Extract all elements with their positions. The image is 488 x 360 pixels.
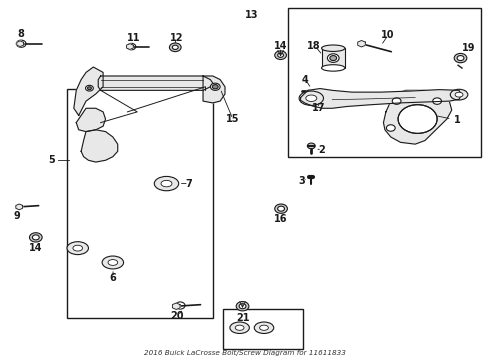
Polygon shape xyxy=(98,76,212,90)
Ellipse shape xyxy=(67,242,88,255)
Circle shape xyxy=(391,98,400,104)
Polygon shape xyxy=(300,89,461,108)
Polygon shape xyxy=(76,108,105,132)
Text: 12: 12 xyxy=(169,33,183,43)
Ellipse shape xyxy=(108,260,118,265)
Ellipse shape xyxy=(254,322,273,333)
Text: 9: 9 xyxy=(13,211,20,221)
Text: 11: 11 xyxy=(127,33,140,43)
Polygon shape xyxy=(357,41,365,47)
Text: 18: 18 xyxy=(307,41,321,50)
Circle shape xyxy=(277,53,283,57)
Circle shape xyxy=(329,55,336,60)
Polygon shape xyxy=(16,204,22,210)
Text: 17: 17 xyxy=(311,103,325,113)
Circle shape xyxy=(386,125,394,131)
Circle shape xyxy=(239,304,245,309)
Text: 8: 8 xyxy=(18,30,24,39)
Circle shape xyxy=(29,233,42,242)
Ellipse shape xyxy=(299,91,323,105)
Ellipse shape xyxy=(235,325,244,330)
Text: 14: 14 xyxy=(29,243,42,253)
Text: 10: 10 xyxy=(380,31,393,40)
Circle shape xyxy=(453,53,466,63)
Text: 14: 14 xyxy=(273,41,287,50)
Polygon shape xyxy=(126,44,133,49)
Text: 2016 Buick LaCrosse Bolt/Screw Diagram for 11611833: 2016 Buick LaCrosse Bolt/Screw Diagram f… xyxy=(143,350,345,356)
Circle shape xyxy=(236,302,248,311)
Text: 2: 2 xyxy=(318,145,324,155)
Bar xyxy=(321,48,344,68)
Text: 16: 16 xyxy=(274,214,287,224)
Text: 13: 13 xyxy=(244,10,258,20)
Circle shape xyxy=(397,105,436,134)
Polygon shape xyxy=(172,303,180,310)
Ellipse shape xyxy=(259,325,268,330)
Text: 5: 5 xyxy=(48,155,55,165)
Text: 4: 4 xyxy=(301,75,308,85)
Bar xyxy=(222,309,303,348)
Circle shape xyxy=(277,206,284,211)
Polygon shape xyxy=(17,41,23,46)
Circle shape xyxy=(172,45,178,49)
Circle shape xyxy=(274,204,287,213)
Ellipse shape xyxy=(321,65,344,71)
Polygon shape xyxy=(383,90,451,144)
Ellipse shape xyxy=(73,245,82,251)
Text: 6: 6 xyxy=(109,273,116,283)
Bar xyxy=(288,8,480,157)
Text: 20: 20 xyxy=(170,311,183,320)
Text: 7: 7 xyxy=(184,179,191,189)
Ellipse shape xyxy=(305,95,316,102)
Circle shape xyxy=(32,235,39,240)
Ellipse shape xyxy=(161,180,172,187)
Text: 19: 19 xyxy=(461,43,474,53)
Ellipse shape xyxy=(229,322,249,333)
Circle shape xyxy=(307,143,315,149)
Text: 21: 21 xyxy=(235,313,249,323)
Text: 3: 3 xyxy=(298,176,305,186)
Ellipse shape xyxy=(154,176,178,191)
Circle shape xyxy=(210,83,220,90)
Circle shape xyxy=(212,85,218,89)
Circle shape xyxy=(327,54,338,62)
Text: 1: 1 xyxy=(453,115,460,125)
Ellipse shape xyxy=(449,89,467,100)
Circle shape xyxy=(274,51,286,59)
Bar xyxy=(66,89,212,318)
Ellipse shape xyxy=(102,256,123,269)
Polygon shape xyxy=(74,67,103,116)
Circle shape xyxy=(456,55,463,60)
Circle shape xyxy=(432,98,441,104)
Text: 15: 15 xyxy=(225,114,239,124)
Polygon shape xyxy=(203,76,224,103)
Circle shape xyxy=(169,43,181,51)
Circle shape xyxy=(85,85,93,91)
Ellipse shape xyxy=(454,92,462,97)
Ellipse shape xyxy=(321,45,344,51)
Polygon shape xyxy=(81,130,118,162)
Circle shape xyxy=(87,87,91,90)
